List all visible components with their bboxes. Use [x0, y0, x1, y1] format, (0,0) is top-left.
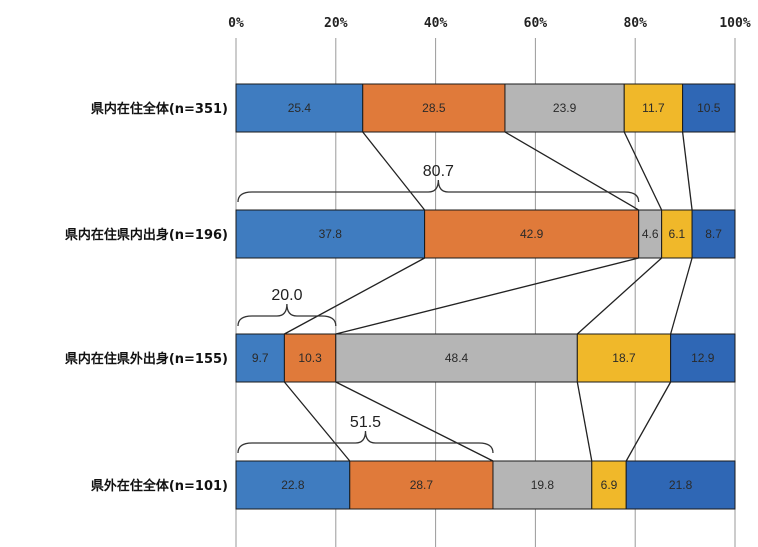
connector-line — [623, 131, 663, 211]
bar-segment — [623, 83, 684, 133]
data-label: 6.1 — [669, 227, 686, 241]
category-label: 県内在住全体(n=351) — [91, 101, 228, 117]
data-label: 12.9 — [691, 351, 715, 365]
bracket — [237, 303, 337, 327]
x-tick-label: 40% — [424, 16, 448, 31]
data-label: 21.8 — [669, 478, 693, 492]
bar-segment — [283, 333, 337, 383]
data-label: 48.4 — [445, 351, 469, 365]
bar-segment — [670, 333, 736, 383]
data-label: 28.7 — [410, 478, 434, 492]
category-labels: 県内在住全体(n=351) 県内在住県内出身(n=196) 県内在住県外出身(n=1… — [65, 101, 228, 494]
connector-line — [335, 381, 494, 462]
connector-line — [283, 381, 351, 462]
bracket-label: 80.7 — [423, 163, 454, 180]
x-tick-label: 0% — [228, 16, 244, 31]
connector-line — [576, 381, 593, 462]
bar-segment — [492, 460, 593, 510]
category-label: 県内在住県内出身(n=196) — [65, 227, 228, 243]
bar-segment — [424, 209, 640, 259]
x-tick-labels: 0% 20% 40% 60% 80% 100% — [228, 16, 751, 31]
bracket-annotations: 80.7 20.0 51.5 — [237, 163, 640, 454]
category-label: 県外在住全体(n=101) — [91, 478, 228, 494]
bar-segment — [362, 83, 506, 133]
data-label: 37.8 — [319, 227, 343, 241]
segment-labels: 25.4 28.5 23.9 11.7 10.5 37.8 42.9 4.6 6.1 8.7 9.7… — [252, 101, 722, 492]
category-label: 県内在住県外出身(n=155) — [65, 351, 228, 367]
bar-segment — [235, 333, 285, 383]
data-label: 28.5 — [422, 101, 446, 115]
bracket — [237, 430, 494, 454]
bracket — [237, 179, 640, 203]
x-tick-label: 80% — [623, 16, 647, 31]
connector-line — [576, 257, 663, 335]
data-label: 9.7 — [252, 351, 269, 365]
x-tick-label: 100% — [719, 16, 750, 31]
connector-line — [625, 381, 672, 462]
connector-line — [670, 257, 693, 335]
bar-segment — [504, 83, 625, 133]
bar-segment — [349, 460, 494, 510]
connector-line — [335, 257, 639, 335]
data-label: 11.7 — [642, 101, 665, 115]
connector-lines — [283, 131, 693, 462]
data-label: 6.9 — [601, 478, 618, 492]
data-label: 8.7 — [705, 227, 722, 241]
bracket-label: 51.5 — [350, 414, 381, 431]
bar-segment — [235, 209, 426, 259]
bar-segment — [682, 83, 736, 133]
data-label: 42.9 — [520, 227, 544, 241]
data-label: 4.6 — [642, 227, 659, 241]
data-label: 19.8 — [531, 478, 555, 492]
data-label: 22.8 — [281, 478, 305, 492]
bracket-label: 20.0 — [271, 287, 302, 304]
x-tick-label: 20% — [324, 16, 348, 31]
bar-segment — [591, 460, 627, 510]
data-label: 23.9 — [553, 101, 577, 115]
bars — [235, 83, 736, 510]
data-label: 25.4 — [288, 101, 312, 115]
connector-line — [681, 131, 693, 211]
connector-line — [284, 257, 425, 335]
connector-line — [504, 131, 640, 211]
connector-line — [362, 131, 426, 211]
data-label: 18.7 — [612, 351, 636, 365]
bar-segment — [625, 460, 736, 510]
data-label: 10.3 — [298, 351, 322, 365]
bar-segment — [691, 209, 736, 259]
bar-segment — [576, 333, 672, 383]
data-label: 10.5 — [697, 101, 721, 115]
x-tick-label: 60% — [524, 16, 548, 31]
bar-segment — [235, 460, 351, 510]
